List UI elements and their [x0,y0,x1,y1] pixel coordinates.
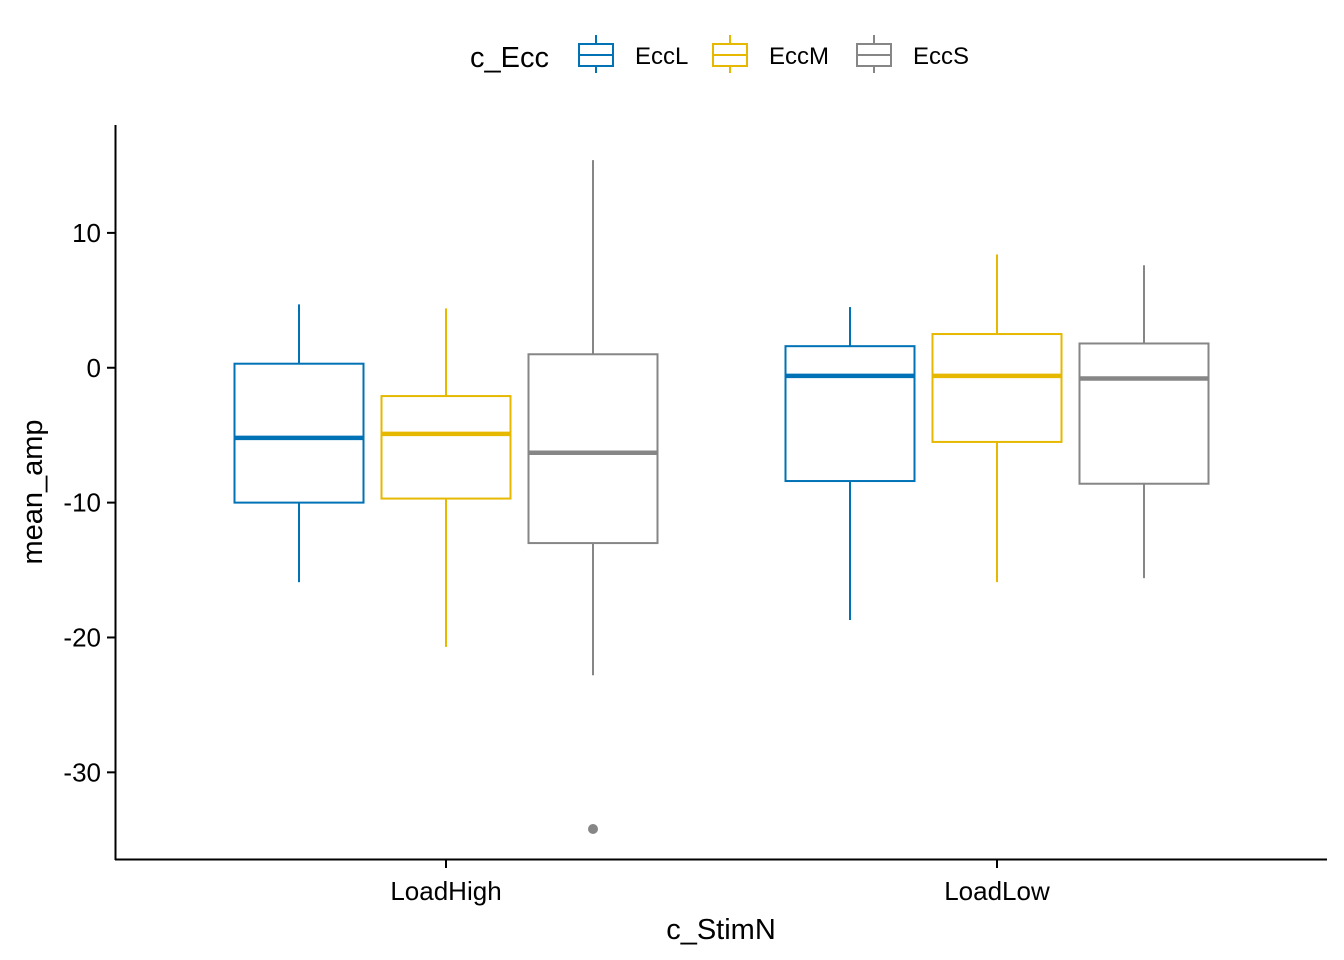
box-iqr [527,353,659,545]
box-EccS-LoadHigh [527,160,659,834]
legend-items: EccL EccM EccS [578,35,969,73]
boxes [233,160,1210,834]
y-tick-label: 0 [87,353,101,383]
legend-label: EccM [769,43,829,70]
legend-title: c_Ecc [470,42,549,74]
box-EccM-LoadLow [931,254,1063,583]
x-axis-ticks: LoadHigh LoadLow [390,860,1050,906]
legend-label: EccL [635,43,688,70]
box-iqr [1078,342,1210,485]
legend-item-EccS: EccS [856,35,969,73]
legend-key [712,35,748,73]
y-tick-label: -30 [63,757,101,787]
y-tick-label: -10 [63,488,101,518]
legend-item-EccM: EccM [712,35,829,73]
legend-item-EccL: EccL [578,35,688,73]
x-tick-label: LoadHigh [390,876,501,906]
box-EccL-LoadHigh [233,304,365,583]
box-iqr [233,362,365,504]
box-iqr [931,333,1063,443]
plot-area: -30 -20 -10 0 10 LoadHigh LoadLow [63,125,1327,906]
y-tick-label: -20 [63,622,101,652]
box-EccL-LoadLow [784,307,916,620]
box-EccM-LoadHigh [380,308,512,647]
legend-key [856,35,892,73]
outlier-point [588,823,598,834]
x-axis-title: c_StimN [666,914,776,946]
y-axis-ticks: -30 -20 -10 0 10 [63,218,115,787]
y-tick-label: 10 [72,218,101,248]
y-axis-title: mean_amp [17,419,49,564]
legend-label: EccS [913,43,969,70]
box-iqr [380,395,512,500]
legend-key [578,35,614,73]
box-EccS-LoadLow [1078,265,1210,579]
x-tick-label: LoadLow [944,876,1050,906]
legend: c_Ecc EccL EccM EccS [470,35,969,74]
box-iqr [784,345,916,483]
